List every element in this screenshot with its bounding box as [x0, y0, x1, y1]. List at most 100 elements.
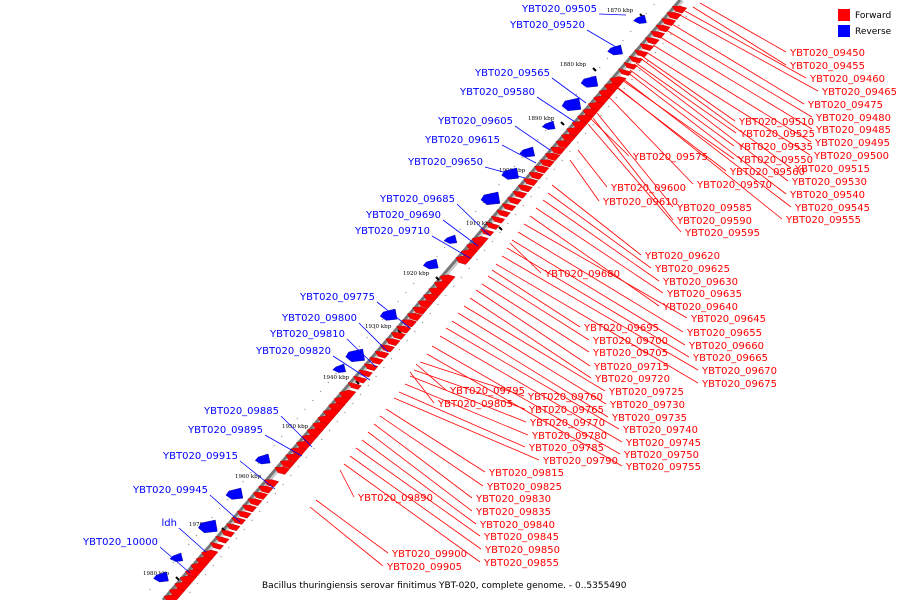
- track-dot: [220, 555, 222, 558]
- gene-label: YBT020_09560: [729, 167, 805, 178]
- track-dot: [351, 402, 354, 405]
- track-dot: [211, 516, 213, 519]
- gene-label: YBT020_09765: [528, 405, 604, 416]
- track-dot: [280, 435, 283, 438]
- gene-label: ldh: [162, 518, 177, 529]
- forward-gene-arrow: [290, 447, 307, 456]
- gene-label: YBT020_09550: [737, 155, 813, 166]
- forward-gene-arrow: [215, 535, 230, 544]
- track-dot: [669, 33, 672, 36]
- reverse-gene-arrow: [169, 552, 184, 562]
- track-dot: [266, 501, 269, 504]
- leader-line: [592, 117, 674, 221]
- forward-gene-arrow: [225, 523, 241, 531]
- gene-label: YBT020_09845: [483, 532, 559, 543]
- forward-gene-arrow: [644, 37, 660, 45]
- track-dot: [313, 447, 315, 450]
- track-dot: [390, 357, 393, 360]
- gene-label: YBT020_09675: [701, 379, 777, 390]
- track-dot: [623, 87, 626, 90]
- track-dot: [288, 426, 291, 429]
- track-dot: [164, 570, 167, 573]
- leader-line: [431, 345, 621, 455]
- leader-line: [343, 463, 481, 563]
- track-dot: [226, 498, 229, 501]
- axis-tick-label: 1940 kbp: [323, 375, 350, 381]
- gene-label: YBT020_09660: [688, 341, 764, 352]
- reverse-gene-arrow: [607, 44, 623, 56]
- track-dot: [622, 39, 624, 42]
- track-dot: [282, 483, 284, 486]
- track-dot: [187, 543, 190, 546]
- track-dot: [685, 15, 688, 18]
- leader-line: [484, 166, 526, 179]
- leader-line: [536, 96, 576, 123]
- reverse-gene-arrow: [633, 14, 647, 24]
- forward-gene-arrow: [385, 338, 401, 346]
- track-dot: [476, 258, 478, 261]
- leader-line: [373, 423, 473, 499]
- gene-label: YBT020_09855: [483, 558, 559, 569]
- forward-gene-arrow: [401, 319, 417, 328]
- reverse-gene-arrow: [332, 363, 347, 373]
- gene-label: YBT020_09790: [542, 456, 618, 467]
- forward-gene-arrow: [455, 255, 473, 265]
- track-dot: [654, 51, 657, 54]
- track-dot: [645, 12, 648, 15]
- track-dot: [513, 165, 516, 168]
- reverse-gene-arrow: [580, 75, 599, 88]
- track-dot: [412, 282, 415, 285]
- track-dot: [359, 393, 362, 396]
- track-dot: [249, 471, 252, 474]
- track-dot: [538, 186, 540, 189]
- gene-label: YBT020_09465: [821, 87, 897, 98]
- gene-label: YBT020_09615: [424, 135, 500, 146]
- leader-line: [511, 239, 686, 346]
- leader-line: [699, 2, 787, 53]
- track-dot: [452, 285, 455, 288]
- gene-label: YBT020_09485: [815, 125, 891, 136]
- leader-line: [692, 6, 787, 66]
- axis-tick: [592, 67, 597, 72]
- leader-line: [589, 117, 630, 157]
- track-dot: [149, 588, 151, 591]
- gene-label: YBT020_09605: [437, 116, 513, 127]
- gene-label: YBT020_09515: [794, 164, 870, 175]
- track-dot: [381, 318, 384, 321]
- track-dot: [304, 408, 306, 411]
- gene-label: YBT020_09590: [676, 216, 752, 227]
- track-dot: [474, 210, 477, 213]
- axis-tick-label: 1920 kbp: [403, 271, 430, 277]
- track-dot: [598, 66, 601, 69]
- gene-label: YBT020_09710: [354, 226, 430, 237]
- gene-label: YBT020_09520: [509, 20, 585, 31]
- axis-tick: [498, 226, 503, 231]
- gene-label: YBT020_09650: [407, 157, 483, 168]
- gene-label: YBT020_09630: [662, 277, 738, 288]
- track-dot: [274, 492, 277, 495]
- leader-line: [358, 322, 389, 353]
- leader-line: [501, 144, 537, 164]
- leader-line: [426, 353, 623, 467]
- track-dot: [367, 384, 370, 387]
- track-dot: [358, 345, 361, 348]
- track-dot: [227, 546, 230, 549]
- leader-line: [456, 203, 491, 237]
- track-dot: [521, 156, 524, 159]
- track-dot: [420, 273, 423, 276]
- forward-gene-arrow: [374, 351, 390, 359]
- gene-label: YBT020_09775: [299, 292, 375, 303]
- leader-line: [551, 184, 642, 256]
- leader-line: [629, 69, 735, 147]
- track-dot: [638, 69, 641, 72]
- gene-label: YBT020_09705: [592, 348, 668, 359]
- track-dot: [575, 93, 578, 96]
- gene-label: YBT020_09585: [676, 203, 752, 214]
- leader-line: [475, 289, 591, 367]
- track-dot: [576, 141, 579, 144]
- leader-line: [481, 283, 590, 353]
- leader-line: [419, 361, 525, 397]
- leader-line: [463, 305, 606, 392]
- track-dot: [242, 480, 244, 483]
- forward-gene-arrow: [490, 215, 506, 224]
